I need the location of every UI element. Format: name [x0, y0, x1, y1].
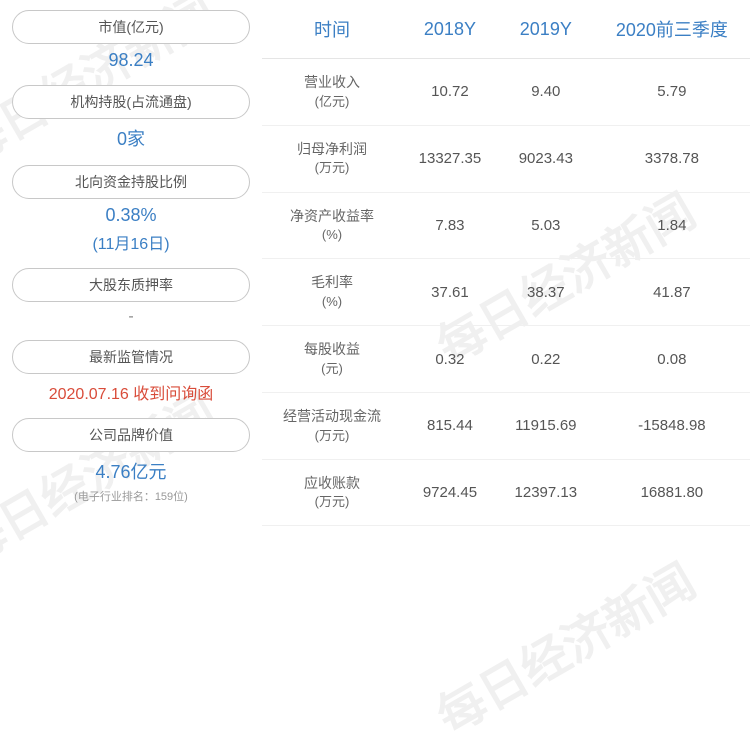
table-cell: 41.87 — [594, 259, 750, 326]
table-row: 经营活动现金流(万元)815.4411915.69-15848.98 — [262, 392, 750, 459]
table-row: 毛利率(%)37.6138.3741.87 — [262, 259, 750, 326]
table-cell: 12397.13 — [498, 459, 594, 526]
col-2019: 2019Y — [498, 0, 594, 59]
row-label-unit: (万元) — [270, 427, 394, 445]
table-cell: 815.44 — [402, 392, 498, 459]
table-cell: 13327.35 — [402, 125, 498, 192]
col-time: 时间 — [262, 0, 402, 59]
institution-holding-value: 0家 — [12, 125, 250, 151]
table-cell: 0.22 — [498, 326, 594, 393]
row-label-main: 应收账款 — [270, 474, 394, 494]
col-2018: 2018Y — [402, 0, 498, 59]
table-cell: 1.84 — [594, 192, 750, 259]
table-cell: 38.37 — [498, 259, 594, 326]
market-cap-label: 市值(亿元) — [12, 10, 250, 44]
table-body: 营业收入(亿元)10.729.405.79归母净利润(万元)13327.3590… — [262, 59, 750, 526]
table-cell: 3378.78 — [594, 125, 750, 192]
northbound-value: 0.38% — [12, 205, 250, 226]
financial-table: 时间 2018Y 2019Y 2020前三季度 营业收入(亿元)10.729.4… — [262, 0, 750, 526]
row-label: 营业收入(亿元) — [262, 59, 402, 126]
row-label: 归母净利润(万元) — [262, 125, 402, 192]
table-cell: 5.03 — [498, 192, 594, 259]
table-cell: 9023.43 — [498, 125, 594, 192]
table-cell: 7.83 — [402, 192, 498, 259]
brand-value-note: (电子行业排名：159位) — [12, 488, 250, 504]
table-row: 营业收入(亿元)10.729.405.79 — [262, 59, 750, 126]
brand-value-value: 4.76亿元 — [12, 458, 250, 484]
table-cell: 5.79 — [594, 59, 750, 126]
table-row: 净资产收益率(%)7.835.031.84 — [262, 192, 750, 259]
row-label-main: 归母净利润 — [270, 140, 394, 160]
row-label-unit: (亿元) — [270, 93, 394, 111]
institution-holding-label: 机构持股(占流通盘) — [12, 85, 250, 119]
right-panel: 时间 2018Y 2019Y 2020前三季度 营业收入(亿元)10.729.4… — [262, 0, 750, 678]
table-cell: 9724.45 — [402, 459, 498, 526]
table-cell: 10.72 — [402, 59, 498, 126]
pledge-ratio-value: - — [12, 308, 250, 326]
pledge-ratio-label: 大股东质押率 — [12, 268, 250, 302]
table-cell: -15848.98 — [594, 392, 750, 459]
table-row: 每股收益(元)0.320.220.08 — [262, 326, 750, 393]
table-cell: 16881.80 — [594, 459, 750, 526]
row-label: 应收账款(万元) — [262, 459, 402, 526]
row-label: 每股收益(元) — [262, 326, 402, 393]
row-label-unit: (元) — [270, 360, 394, 378]
row-label-unit: (%) — [270, 226, 394, 244]
table-cell: 0.32 — [402, 326, 498, 393]
row-label: 毛利率(%) — [262, 259, 402, 326]
col-2020q3: 2020前三季度 — [594, 0, 750, 59]
row-label: 经营活动现金流(万元) — [262, 392, 402, 459]
row-label-main: 毛利率 — [270, 273, 394, 293]
table-cell: 11915.69 — [498, 392, 594, 459]
table-header-row: 时间 2018Y 2019Y 2020前三季度 — [262, 0, 750, 59]
row-label: 净资产收益率(%) — [262, 192, 402, 259]
regulatory-value: 2020.07.16 收到问询函 — [12, 380, 250, 404]
row-label-unit: (万元) — [270, 159, 394, 177]
row-label-main: 净资产收益率 — [270, 207, 394, 227]
table-cell: 9.40 — [498, 59, 594, 126]
northbound-label: 北向资金持股比例 — [12, 165, 250, 199]
row-label-main: 经营活动现金流 — [270, 407, 394, 427]
table-row: 应收账款(万元)9724.4512397.1316881.80 — [262, 459, 750, 526]
row-label-main: 营业收入 — [270, 73, 394, 93]
row-label-unit: (万元) — [270, 493, 394, 511]
row-label-unit: (%) — [270, 293, 394, 311]
table-cell: 37.61 — [402, 259, 498, 326]
regulatory-label: 最新监管情况 — [12, 340, 250, 374]
table-row: 归母净利润(万元)13327.359023.433378.78 — [262, 125, 750, 192]
left-panel: 市值(亿元) 98.24 机构持股(占流通盘) 0家 北向资金持股比例 0.38… — [0, 0, 262, 678]
brand-value-label: 公司品牌价值 — [12, 418, 250, 452]
table-cell: 0.08 — [594, 326, 750, 393]
market-cap-value: 98.24 — [12, 50, 250, 71]
row-label-main: 每股收益 — [270, 340, 394, 360]
northbound-sub: (11月16日) — [12, 230, 250, 254]
